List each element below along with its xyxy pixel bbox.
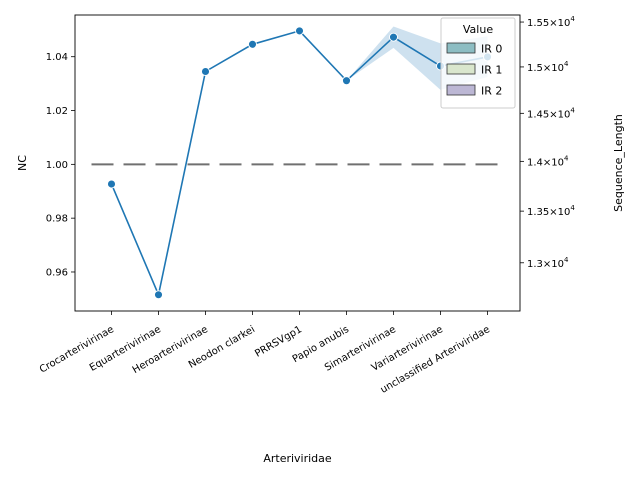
- data-point: [248, 39, 257, 49]
- left-y-tick-label: 1.04: [46, 52, 68, 63]
- x-tick-label: Crocarterivirinae: [38, 324, 116, 375]
- legend-entry-label: IR 2: [481, 85, 502, 98]
- left-y-axis-title: NC: [16, 155, 29, 171]
- tick-exponent: 4: [564, 60, 569, 68]
- tick-exponent: 4: [570, 15, 575, 23]
- legend-swatch: [446, 84, 476, 96]
- left-y-tick-label: 0.96: [46, 267, 68, 278]
- tick-mantissa: 1.3: [527, 259, 543, 270]
- right-y-axis-title: Sequence_Length: [612, 114, 625, 212]
- tick-mantissa: 1.45: [527, 109, 549, 120]
- tick-mantissa: 1.5: [527, 63, 543, 74]
- x-axis-title: Arteriviridae: [263, 452, 332, 465]
- tick-mantissa: 1.35: [527, 207, 549, 218]
- tick-mantissa: 1.55: [527, 18, 549, 29]
- tick-exponent: 4: [570, 204, 575, 212]
- tick-multiplier: ×10: [543, 157, 564, 168]
- tick-exponent: 4: [570, 106, 575, 114]
- left-y-tick-label: 1.02: [46, 106, 68, 117]
- tick-multiplier: ×10: [543, 259, 564, 270]
- tick-multiplier: ×10: [549, 109, 570, 120]
- data-point: [342, 76, 351, 86]
- tick-multiplier: ×10: [543, 63, 564, 74]
- legend-title: Value: [463, 23, 493, 36]
- legend-entry-label: IR 1: [481, 64, 502, 77]
- legend: Value IR 0 IR 1 IR 2: [440, 17, 516, 109]
- right-y-tick-label: 1.5×104: [527, 60, 569, 74]
- data-point: [389, 32, 398, 42]
- tick-exponent: 4: [564, 256, 569, 264]
- data-point: [107, 179, 116, 189]
- left-y-tick-label: 1.00: [46, 160, 68, 171]
- right-y-tick-label: 1.35×104: [527, 204, 575, 218]
- tick-multiplier: ×10: [549, 207, 570, 218]
- right-y-tick-label: 1.4×104: [527, 154, 569, 168]
- legend-swatch: [446, 63, 476, 75]
- legend-swatch: [446, 42, 476, 54]
- tick-exponent: 4: [564, 154, 569, 162]
- tick-mantissa: 1.4: [527, 157, 543, 168]
- legend-entry-label: IR 0: [481, 43, 502, 56]
- data-point: [154, 290, 163, 300]
- right-y-tick-label: 1.3×104: [527, 256, 569, 270]
- plot-frame: [74, 14, 521, 312]
- data-point: [201, 67, 210, 76]
- data-point: [295, 26, 304, 36]
- right-y-tick-label: 1.45×104: [527, 106, 575, 120]
- right-y-tick-label: 1.55×104: [527, 15, 575, 29]
- tick-multiplier: ×10: [549, 18, 570, 29]
- left-y-tick-label: 0.98: [46, 214, 68, 225]
